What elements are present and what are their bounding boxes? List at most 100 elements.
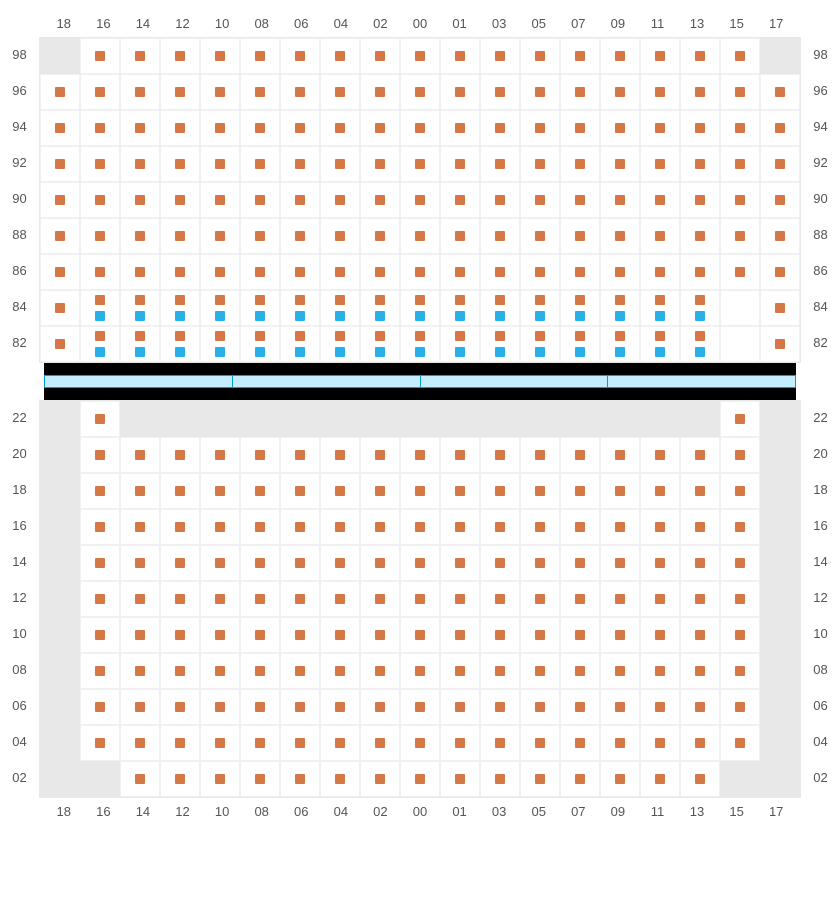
seat-cell[interactable]	[560, 218, 600, 254]
seat-cell[interactable]	[760, 146, 800, 182]
seat-cell[interactable]	[120, 74, 160, 110]
seat-cell[interactable]	[200, 617, 240, 653]
seat-cell[interactable]	[80, 509, 120, 545]
seat-cell[interactable]	[560, 725, 600, 761]
seat-cell[interactable]	[80, 38, 120, 74]
seat-cell[interactable]	[600, 761, 640, 797]
seat-cell[interactable]	[240, 290, 280, 326]
seat-cell[interactable]	[720, 725, 760, 761]
seat-cell[interactable]	[40, 218, 80, 254]
seat-cell[interactable]	[120, 254, 160, 290]
seat-cell[interactable]	[120, 182, 160, 218]
seat-cell[interactable]	[480, 545, 520, 581]
seat-cell[interactable]	[320, 545, 360, 581]
seat-cell[interactable]	[240, 689, 280, 725]
seat-cell[interactable]	[680, 653, 720, 689]
seat-cell[interactable]	[760, 254, 800, 290]
seat-cell[interactable]	[80, 617, 120, 653]
seat-cell[interactable]	[640, 326, 680, 362]
seat-cell[interactable]	[40, 290, 80, 326]
seat-cell[interactable]	[400, 182, 440, 218]
seat-cell[interactable]	[480, 581, 520, 617]
seat-cell[interactable]	[200, 689, 240, 725]
seat-cell[interactable]	[400, 473, 440, 509]
seat-cell[interactable]	[320, 74, 360, 110]
seat-cell[interactable]	[680, 473, 720, 509]
seat-cell[interactable]	[560, 326, 600, 362]
seat-cell[interactable]	[480, 437, 520, 473]
seat-cell[interactable]	[600, 290, 640, 326]
seat-cell[interactable]	[520, 545, 560, 581]
seat-cell[interactable]	[360, 725, 400, 761]
seat-cell[interactable]	[720, 509, 760, 545]
seat-cell[interactable]	[160, 545, 200, 581]
seat-cell[interactable]	[560, 581, 600, 617]
seat-cell[interactable]	[320, 617, 360, 653]
seat-cell[interactable]	[40, 146, 80, 182]
seat-cell[interactable]	[160, 437, 200, 473]
seat-cell[interactable]	[280, 110, 320, 146]
seat-cell[interactable]	[400, 653, 440, 689]
seat-cell[interactable]	[360, 74, 400, 110]
seat-cell[interactable]	[560, 473, 600, 509]
seat-cell[interactable]	[160, 254, 200, 290]
seat-cell[interactable]	[360, 218, 400, 254]
seat-cell[interactable]	[280, 290, 320, 326]
seat-cell[interactable]	[720, 689, 760, 725]
seat-cell[interactable]	[640, 653, 680, 689]
seat-cell[interactable]	[160, 761, 200, 797]
seat-cell[interactable]	[160, 182, 200, 218]
seat-cell[interactable]	[160, 653, 200, 689]
seat-cell[interactable]	[120, 761, 160, 797]
seat-cell[interactable]	[200, 581, 240, 617]
seat-cell[interactable]	[480, 326, 520, 362]
seat-cell[interactable]	[720, 653, 760, 689]
seat-cell[interactable]	[440, 473, 480, 509]
seat-cell[interactable]	[280, 509, 320, 545]
seat-cell[interactable]	[400, 290, 440, 326]
seat-cell[interactable]	[240, 74, 280, 110]
seat-cell[interactable]	[480, 653, 520, 689]
seat-cell[interactable]	[520, 473, 560, 509]
seat-cell[interactable]	[160, 110, 200, 146]
seat-cell[interactable]	[240, 146, 280, 182]
seat-cell[interactable]	[160, 473, 200, 509]
seat-cell[interactable]	[440, 254, 480, 290]
seat-cell[interactable]	[640, 617, 680, 653]
seat-cell[interactable]	[440, 146, 480, 182]
seat-cell[interactable]	[320, 290, 360, 326]
seat-cell[interactable]	[400, 437, 440, 473]
seat-cell[interactable]	[680, 761, 720, 797]
seat-cell[interactable]	[360, 473, 400, 509]
seat-cell[interactable]	[400, 146, 440, 182]
seat-cell[interactable]	[680, 545, 720, 581]
seat-cell[interactable]	[200, 761, 240, 797]
seat-cell[interactable]	[680, 290, 720, 326]
seat-cell[interactable]	[360, 761, 400, 797]
seat-cell[interactable]	[320, 437, 360, 473]
seat-cell[interactable]	[240, 761, 280, 797]
seat-cell[interactable]	[80, 689, 120, 725]
seat-cell[interactable]	[440, 182, 480, 218]
seat-cell[interactable]	[80, 653, 120, 689]
seat-cell[interactable]	[760, 326, 800, 362]
seat-cell[interactable]	[760, 182, 800, 218]
seat-cell[interactable]	[560, 182, 600, 218]
seat-cell[interactable]	[400, 38, 440, 74]
seat-cell[interactable]	[640, 146, 680, 182]
seat-cell[interactable]	[280, 38, 320, 74]
seat-cell[interactable]	[720, 146, 760, 182]
seat-cell[interactable]	[640, 689, 680, 725]
seat-cell[interactable]	[680, 437, 720, 473]
seat-cell[interactable]	[280, 725, 320, 761]
seat-cell[interactable]	[320, 509, 360, 545]
seat-cell[interactable]	[680, 581, 720, 617]
seat-cell[interactable]	[440, 509, 480, 545]
seat-cell[interactable]	[600, 254, 640, 290]
seat-cell[interactable]	[640, 725, 680, 761]
seat-cell[interactable]	[480, 110, 520, 146]
seat-cell[interactable]	[720, 401, 760, 437]
seat-cell[interactable]	[760, 110, 800, 146]
seat-cell[interactable]	[600, 38, 640, 74]
seat-cell[interactable]	[320, 725, 360, 761]
